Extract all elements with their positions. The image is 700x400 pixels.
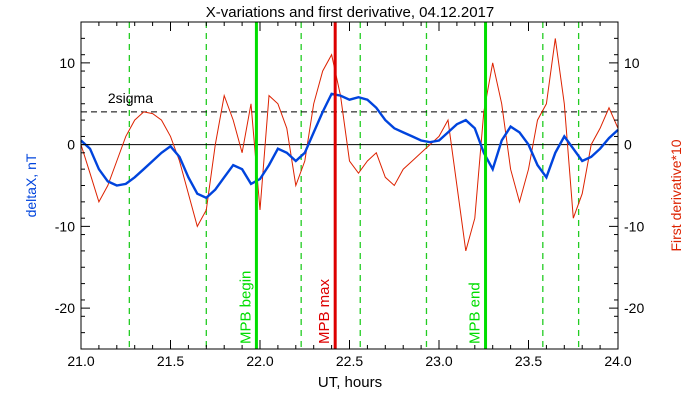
x-axis-label: UT, hours xyxy=(318,374,382,391)
x-tick-label-6: 24.0 xyxy=(604,353,631,369)
marker-label-2: MPB end xyxy=(467,282,484,344)
series-line-deltaX xyxy=(80,92,619,200)
y-tick-label-left-1: 0 xyxy=(67,137,75,153)
x-tick-label-2: 22.0 xyxy=(246,353,273,369)
marker-label-1: MPB max xyxy=(316,278,333,344)
x-tick-label-3: 22.5 xyxy=(336,353,363,369)
x-tick-label-0: 21.0 xyxy=(67,353,94,369)
x-tick-label-1: 21.5 xyxy=(157,353,184,369)
y-tick-label-right-2: -10 xyxy=(624,218,644,234)
x-tick-label-4: 23.0 xyxy=(425,353,452,369)
marker-label-0: MPB begin xyxy=(237,271,254,344)
threshold-label: 2sigma xyxy=(108,90,153,106)
y-tick-label-left-2: -10 xyxy=(55,218,75,234)
y-axis-label-left: deltaX, nT xyxy=(23,153,39,217)
y-axis-label-right: First derivative*10 xyxy=(668,139,684,251)
x-tick-label-5: 23.5 xyxy=(515,353,542,369)
y-tick-label-right-0: 10 xyxy=(624,55,640,71)
y-tick-label-right-3: -20 xyxy=(624,300,644,316)
y-tick-label-left-0: 10 xyxy=(59,55,75,71)
plot-frame xyxy=(80,21,619,350)
y-tick-label-left-3: -20 xyxy=(55,300,75,316)
plot-area: 2sigma MPB begin MPB max MPB end 21.0 21.5 22.… xyxy=(55,21,644,369)
y-tick-label-right-1: 0 xyxy=(624,137,632,153)
chart-title: X-variations and first derivative, 04.12… xyxy=(206,4,495,21)
series-line-derivative xyxy=(80,38,619,252)
